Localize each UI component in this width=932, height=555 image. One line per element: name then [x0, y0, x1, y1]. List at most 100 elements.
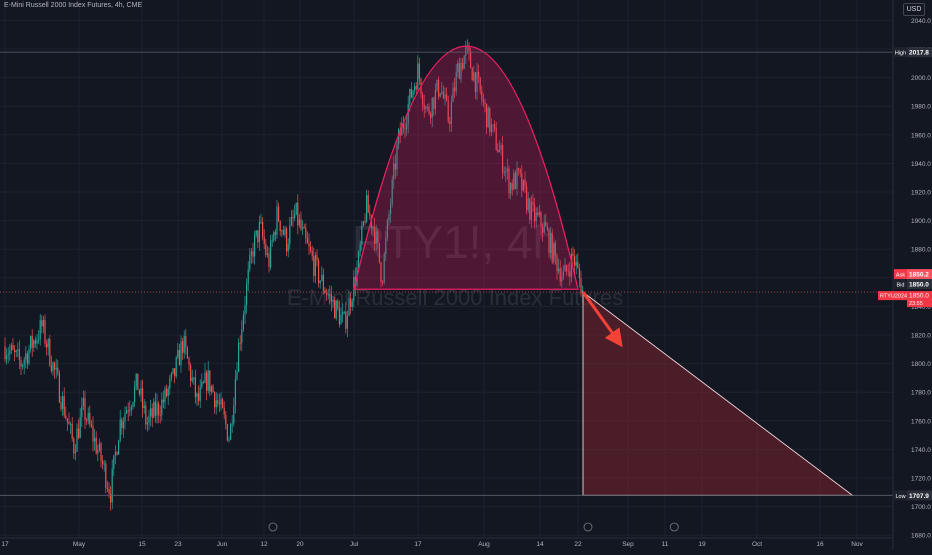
candle-body — [407, 104, 409, 124]
candle-body — [70, 423, 72, 425]
event-circle — [583, 522, 593, 532]
candle-body — [212, 386, 214, 393]
time-tick-label: Sep — [622, 541, 634, 548]
time-tick-label: 16 — [816, 541, 824, 548]
candle-body — [12, 345, 14, 350]
candle-body — [233, 405, 235, 424]
candle-body — [399, 129, 401, 136]
candle-body — [386, 220, 388, 239]
candle-body — [87, 412, 89, 421]
time-axis[interactable]: 17 May 15 23 Jun 12 20 Jul 17 Aug 14 22 Sep 11 19 Oct 16… — [0, 522, 893, 548]
candle-body — [86, 420, 88, 422]
candle-body — [514, 172, 516, 189]
candle-body — [345, 311, 347, 329]
candle-body — [170, 373, 172, 379]
candle-body — [282, 230, 284, 235]
candle-body — [206, 372, 208, 391]
candle-body — [548, 229, 550, 253]
candle-body — [457, 63, 459, 73]
candle-body — [540, 212, 542, 228]
candle-body — [262, 221, 264, 237]
currency-button[interactable]: USD — [903, 3, 925, 16]
ask-tag-value: 1850.2 — [909, 272, 929, 279]
price-tick-label: 1940.0 — [911, 161, 931, 168]
candle-body — [458, 63, 460, 80]
price-tick-label: 1840.0 — [911, 304, 931, 311]
time-tick-label: 19 — [698, 541, 706, 548]
bid-tag-value: 1850.0 — [909, 282, 929, 289]
candle-body — [281, 230, 283, 232]
candle-body — [162, 399, 164, 403]
candle-body — [468, 45, 470, 52]
candle-body — [78, 428, 80, 439]
candle-body — [321, 274, 323, 281]
candle-body — [28, 349, 30, 364]
candle-body — [404, 127, 406, 129]
candle-body — [510, 183, 512, 194]
low-tag-label: Low — [895, 494, 905, 500]
candle-body — [564, 264, 566, 272]
candle-body — [158, 403, 160, 415]
candle-body — [300, 219, 302, 230]
bid-tag-value-box — [907, 279, 932, 290]
candle-body — [156, 403, 158, 416]
candle-body — [439, 93, 441, 97]
candle-body — [41, 320, 43, 327]
candle-body — [513, 172, 515, 190]
candle-body — [566, 264, 568, 271]
candle-body — [202, 381, 204, 383]
time-tick-label: Jul — [350, 541, 359, 548]
candle-body — [286, 228, 288, 252]
candle-body — [62, 396, 64, 409]
price-tick-label: 1800.0 — [911, 361, 931, 368]
candle-body — [161, 399, 163, 416]
candle-body — [316, 255, 318, 261]
candle-body — [217, 400, 219, 404]
price-tick-label: 1880.0 — [911, 247, 931, 254]
candle-body — [279, 220, 281, 231]
candle-body — [159, 414, 161, 416]
candle-body — [447, 100, 449, 122]
candle-body — [430, 113, 432, 118]
down-arrow-head — [604, 327, 623, 348]
candle-body — [383, 254, 385, 283]
candle-body — [322, 274, 324, 291]
candle-body — [567, 270, 569, 272]
time-tick-label: 23 — [174, 541, 182, 548]
candle-body — [14, 349, 16, 353]
candle-body — [63, 396, 65, 416]
candle-body — [247, 269, 249, 284]
candle-body — [98, 443, 100, 451]
candle-body — [516, 168, 518, 189]
time-tick-label: Oct — [752, 541, 762, 548]
candle-body — [410, 89, 412, 98]
candle-body — [118, 440, 120, 455]
high-tag-value-box — [907, 47, 932, 58]
candle-body — [495, 128, 497, 150]
drawings[interactable] — [353, 45, 854, 496]
candle-body — [343, 311, 345, 313]
candle-body — [342, 312, 344, 315]
candle-body — [305, 228, 307, 239]
candle-body — [415, 85, 417, 90]
candle-body — [154, 401, 156, 416]
candle-body — [238, 342, 240, 372]
candle-body — [71, 423, 73, 439]
time-tick-label: 17 — [1, 541, 9, 548]
candle-body — [574, 256, 576, 266]
symbol-label-box — [878, 291, 907, 301]
candle-body — [142, 388, 144, 408]
time-tick-label: 14 — [536, 541, 544, 548]
candle-body — [409, 89, 411, 105]
candle-body — [463, 55, 465, 69]
symbol-header[interactable]: E-Mini Russell 2000 Index Futures, 4h, C… — [4, 2, 143, 9]
candle-body — [191, 377, 193, 381]
candle-body — [276, 206, 278, 235]
candle-body — [346, 315, 348, 329]
candle-body — [442, 91, 444, 99]
candle-body — [303, 227, 305, 229]
candle-body — [550, 232, 552, 253]
candle-body — [503, 172, 505, 174]
candle-body — [362, 221, 364, 226]
